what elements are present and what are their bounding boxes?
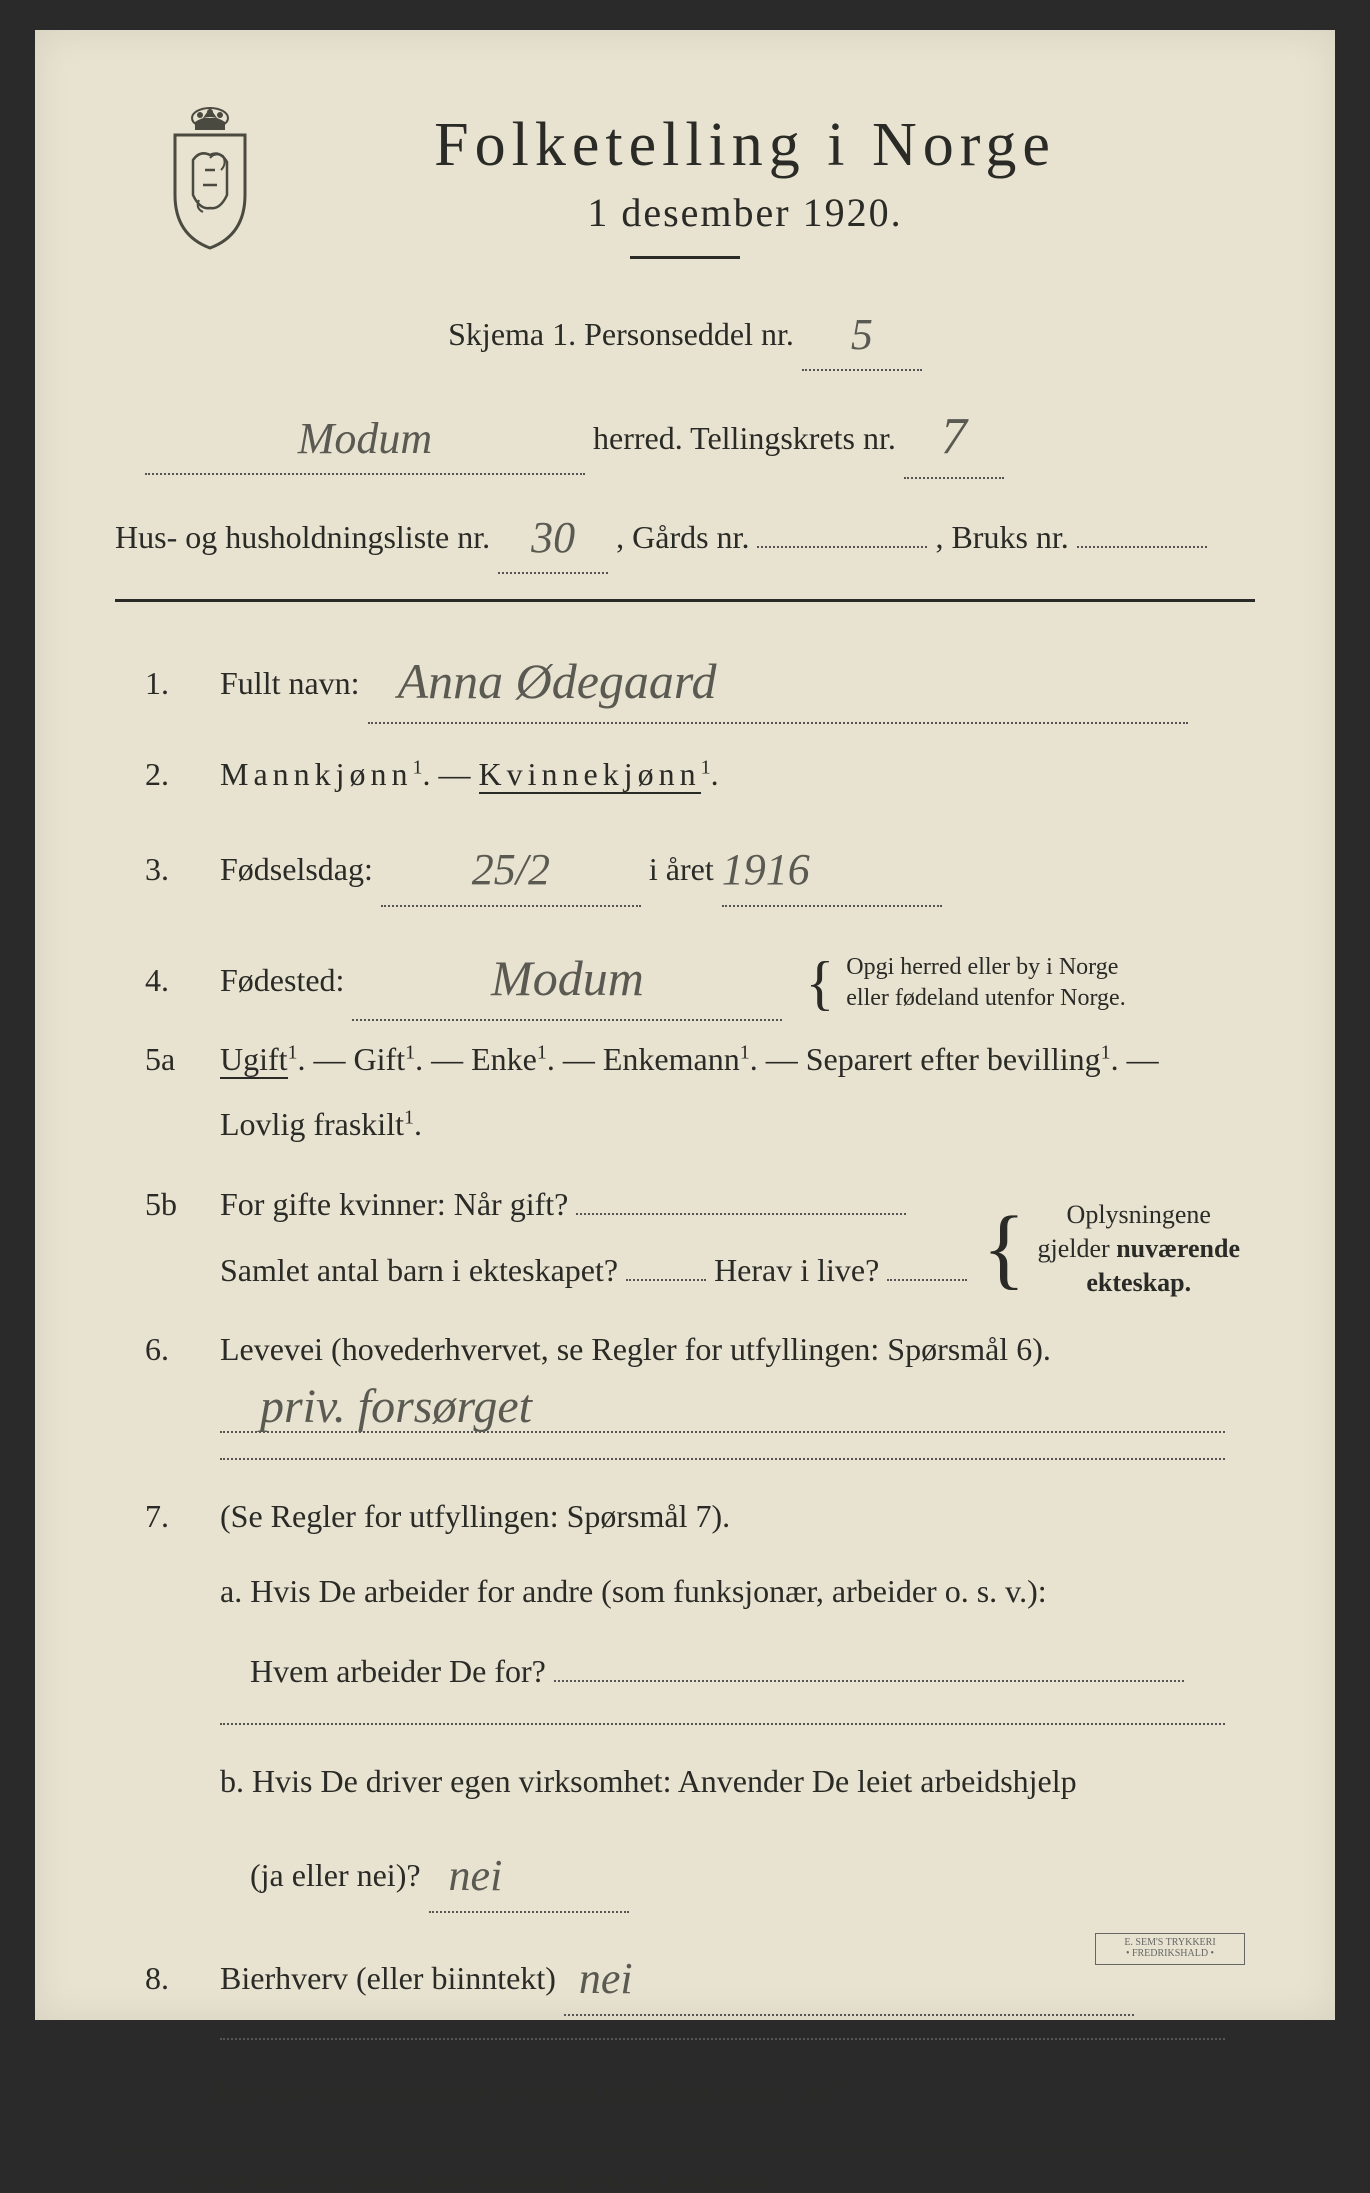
q1-row: 1. Fullt navn: Anna Ødegaard bbox=[115, 632, 1255, 724]
q5a-separert: Separert efter bevilling bbox=[806, 1041, 1101, 1077]
q8-label: Bierhverv (eller biinntekt) bbox=[220, 1960, 556, 1996]
q5a-enkemann: Enkemann bbox=[603, 1041, 740, 1077]
skjema-line: Skjema 1. Personseddel nr. 5 bbox=[115, 294, 1255, 371]
skjema-label: Skjema 1. Personseddel nr. bbox=[448, 316, 794, 352]
q3-row: 3. Fødselsdag: 25/2 i året 1916 bbox=[115, 826, 1255, 907]
q6-label: Levevei (hovederhvervet, se Regler for u… bbox=[220, 1321, 1255, 1379]
herred-value: Modum bbox=[298, 414, 432, 463]
q3-label: Fødselsdag: bbox=[220, 851, 373, 887]
census-form-page: Folketelling i Norge 1 desember 1920. Sk… bbox=[35, 30, 1335, 2020]
husliste-label: Hus- og husholdningsliste nr. bbox=[115, 519, 490, 555]
q7a-field bbox=[554, 1680, 1184, 1682]
q4-row: 4. Fødested: Modum { Opgi herred eller b… bbox=[115, 929, 1255, 1021]
q6-num: 6. bbox=[145, 1321, 220, 1379]
bruks-label: , Bruks nr. bbox=[935, 519, 1068, 555]
q7-num: 7. bbox=[145, 1488, 220, 1546]
q8-value: nei bbox=[579, 1954, 633, 2003]
q5b-live-field bbox=[887, 1279, 967, 1281]
bruks-nr bbox=[1077, 546, 1207, 548]
q5a-cont: Lovlig fraskilt1. bbox=[115, 1096, 1255, 1154]
section-divider bbox=[115, 599, 1255, 602]
q8-blank-line bbox=[220, 2038, 1225, 2040]
q2-female: Kvinnekjønn bbox=[479, 756, 701, 794]
q8-num: 8. bbox=[145, 1950, 220, 2008]
q2-male: Mannkjønn bbox=[220, 756, 413, 792]
coat-of-arms-icon bbox=[155, 100, 265, 250]
q3-year: 1916 bbox=[722, 845, 810, 894]
q6-blank-line bbox=[220, 1458, 1225, 1460]
q2-num: 2. bbox=[145, 746, 220, 804]
q5a-enke: Enke bbox=[471, 1041, 537, 1077]
q5a-row: 5a Ugift1. — Gift1. — Enke1. — Enkemann1… bbox=[115, 1031, 1255, 1089]
footer-divider bbox=[115, 2149, 1255, 2151]
q7b-value: nei bbox=[449, 1851, 503, 1900]
q3-mid: i året bbox=[649, 851, 714, 887]
personseddel-nr: 5 bbox=[851, 310, 873, 359]
q5b-label-c: Herav i live? bbox=[714, 1252, 879, 1288]
printer-stamp: E. SEM'S TRYKKERI • FREDRIKSHALD • bbox=[1095, 1933, 1245, 1965]
q6-answer: priv. forsørget bbox=[220, 1391, 1225, 1433]
q5b-note: { Oplysningene gjelder gjelder nuværende… bbox=[982, 1198, 1240, 1299]
q8-row: 8. Bierhverv (eller biinntekt) nei bbox=[115, 1935, 1255, 2016]
q5b-label-b: Samlet antal barn i ekteskapet? bbox=[220, 1252, 618, 1288]
q7-label: (Se Regler for utfyllingen: Spørsmål 7). bbox=[220, 1488, 1255, 1546]
q4-num: 4. bbox=[145, 952, 220, 1010]
q1-value: Anna Ødegaard bbox=[398, 653, 717, 709]
q5b-num: 5b bbox=[145, 1176, 220, 1234]
q1-num: 1. bbox=[145, 655, 220, 713]
gards-label: , Gårds nr. bbox=[616, 519, 749, 555]
q5b-barn-field bbox=[626, 1279, 706, 1281]
footnote: 1 Her kan svares ved tydelig understrekn… bbox=[115, 2166, 1255, 2193]
title-divider bbox=[630, 256, 740, 259]
q5b-row1: 5b For gifte kvinner: Når gift? { Oplysn… bbox=[115, 1176, 1255, 1234]
husliste-line: Hus- og husholdningsliste nr. 30 , Gårds… bbox=[115, 497, 1255, 574]
closing-note: Har man ingen biinntekt av nogen betydni… bbox=[115, 2068, 1255, 2118]
q3-day: 25/2 bbox=[472, 845, 550, 894]
q4-label: Fødested: bbox=[220, 962, 344, 998]
q7b-1: b. Hvis De driver egen virksomhet: Anven… bbox=[115, 1753, 1255, 1811]
q7a-blank-line bbox=[220, 1723, 1225, 1725]
main-title: Folketelling i Norge bbox=[235, 110, 1255, 181]
q7b-2: (ja eller nei)? nei bbox=[115, 1832, 1255, 1913]
herred-line: Modum herred. Tellingskrets nr. 7 bbox=[115, 389, 1255, 479]
herred-label: herred. Tellingskrets nr. bbox=[593, 420, 896, 456]
q5a-ugift: Ugift bbox=[220, 1041, 288, 1079]
header: Folketelling i Norge 1 desember 1920. bbox=[115, 110, 1255, 259]
q4-value: Modum bbox=[491, 950, 644, 1006]
q7a-1: a. Hvis De arbeider for andre (som funks… bbox=[115, 1563, 1255, 1621]
q2-row: 2. Mannkjønn1. — Kvinnekjønn1. bbox=[115, 746, 1255, 804]
subtitle: 1 desember 1920. bbox=[235, 189, 1255, 236]
q5b-gift-field bbox=[576, 1213, 906, 1215]
q7a-2: Hvem arbeider De for? bbox=[115, 1643, 1255, 1701]
q5a-gift: Gift bbox=[354, 1041, 406, 1077]
q6-value: priv. forsørget bbox=[260, 1379, 532, 1434]
tellingskrets-nr: 7 bbox=[941, 408, 967, 465]
q5a-num: 5a bbox=[145, 1031, 220, 1089]
q7-row: 7. (Se Regler for utfyllingen: Spørsmål … bbox=[115, 1488, 1255, 1546]
husliste-nr: 30 bbox=[531, 513, 575, 562]
gards-nr bbox=[757, 546, 927, 548]
q3-num: 3. bbox=[145, 841, 220, 899]
q5b-label-a: For gifte kvinner: Når gift? bbox=[220, 1186, 568, 1222]
q4-note: { Opgi herred eller by i Norge eller fød… bbox=[805, 952, 1125, 1014]
q6-row: 6. Levevei (hovederhvervet, se Regler fo… bbox=[115, 1321, 1255, 1379]
q1-label: Fullt navn: bbox=[220, 665, 360, 701]
